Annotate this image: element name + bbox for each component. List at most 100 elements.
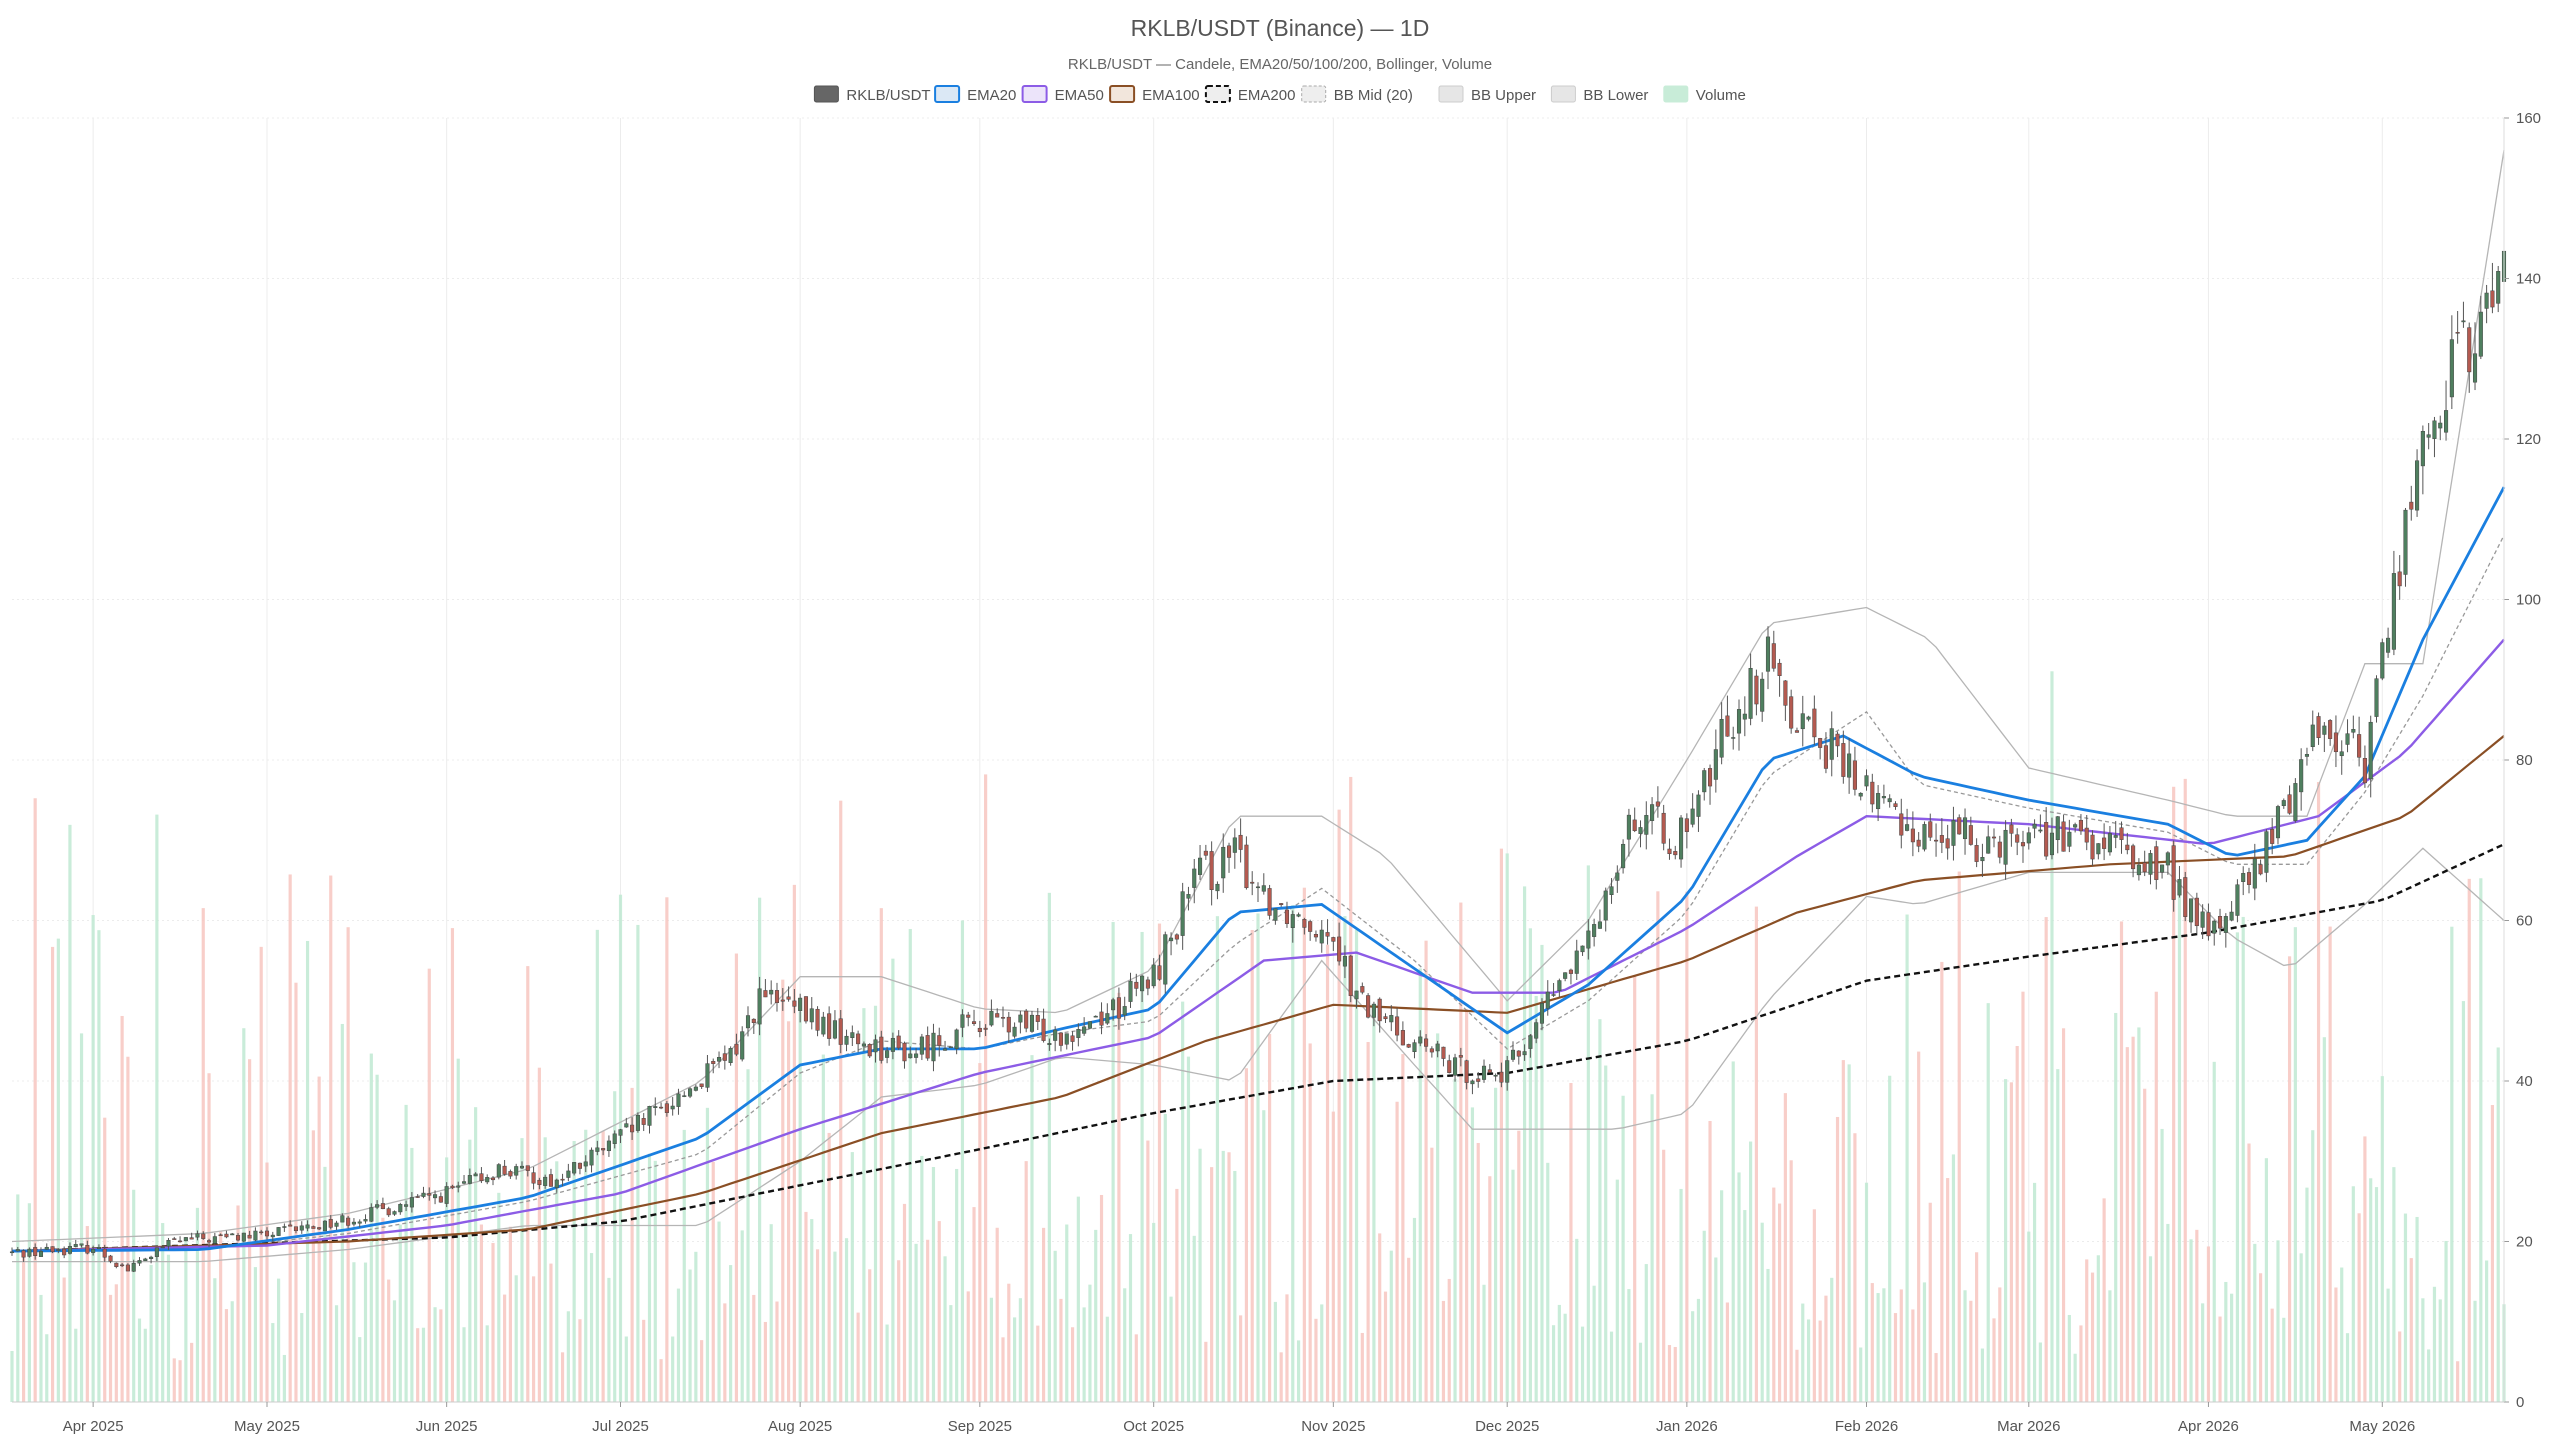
volume-bar — [937, 1221, 941, 1402]
candle — [2015, 828, 2020, 856]
candle — [1962, 808, 1968, 855]
candle-body — [740, 1031, 745, 1060]
candle — [2426, 423, 2431, 450]
legend-item-bbband[interactable]: BB Upper — [1438, 85, 1536, 104]
volume-bar — [682, 1129, 686, 1402]
volume-bar — [2021, 991, 2025, 1402]
candle-body — [989, 1010, 994, 1026]
legend-item-ema50[interactable]: EMA50 — [1021, 85, 1104, 104]
legend-item-ema100[interactable]: EMA100 — [1109, 85, 1200, 104]
candle-body — [1626, 814, 1631, 840]
volume-bar — [2241, 916, 2245, 1402]
legend-item-ema200[interactable]: EMA200 — [1204, 85, 1296, 104]
candle — [2281, 798, 2286, 809]
candle — [2212, 919, 2217, 946]
candle-body — [398, 1204, 403, 1213]
volume-bar — [1598, 1019, 1602, 1402]
candle — [931, 1023, 936, 1072]
volume-bar — [2247, 1143, 2251, 1402]
candle-body — [421, 1192, 426, 1197]
candle-body — [351, 1221, 356, 1225]
legend-swatch — [813, 85, 839, 103]
candle-body — [2264, 831, 2269, 873]
volume-bar — [97, 930, 101, 1402]
candle — [2420, 425, 2425, 495]
volume-bar — [1244, 1068, 1248, 1402]
candle — [1053, 1026, 1058, 1052]
candle — [1105, 1003, 1110, 1026]
candle-body — [102, 1248, 107, 1258]
candle-body — [1093, 1015, 1098, 1018]
candle-body — [867, 1044, 872, 1057]
candle-body — [1406, 1044, 1411, 1048]
candle-body — [2206, 912, 2211, 937]
volume-bar — [340, 1023, 344, 1402]
candle-body — [496, 1164, 501, 1178]
candle-body — [346, 1217, 351, 1226]
candle — [1574, 939, 1579, 980]
candle — [635, 1112, 640, 1133]
candle — [2391, 550, 2396, 656]
candle — [1609, 878, 1614, 904]
candle-body — [178, 1240, 183, 1243]
volume-bar — [1609, 1331, 1614, 1402]
candle-body — [1018, 1014, 1023, 1023]
candle-body — [2183, 877, 2188, 917]
legend-item-bbband[interactable]: BB Lower — [1550, 85, 1648, 104]
candle — [1076, 1023, 1081, 1047]
x-tick-label: Feb 2026 — [1835, 1418, 1898, 1435]
volume-bar — [1754, 906, 1758, 1402]
candle-body — [2345, 733, 2350, 745]
volume-bar — [2432, 1286, 2437, 1402]
candle — [2061, 814, 2066, 852]
candle-body — [2102, 837, 2107, 849]
volume-bar — [1772, 1187, 1776, 1402]
candle-body — [2362, 758, 2367, 784]
candle-body — [2403, 509, 2408, 575]
candle — [1754, 669, 1759, 716]
legend-item-candle[interactable]: RKLB/USDT — [813, 85, 931, 104]
candle — [2102, 823, 2107, 861]
candle-body — [2438, 422, 2443, 429]
volume-bar — [56, 938, 60, 1402]
volume-bar — [126, 1056, 130, 1402]
candle — [73, 1239, 78, 1248]
volume-bar — [2044, 917, 2048, 1402]
candle — [1719, 702, 1724, 765]
candle — [1742, 696, 1747, 737]
candle — [1261, 873, 1266, 895]
candle — [1765, 626, 1771, 690]
volume-bar — [1331, 1111, 1335, 1402]
volume-bar — [2345, 1333, 2350, 1402]
volume-bar — [2061, 1028, 2066, 1402]
candle-body — [467, 1175, 472, 1184]
candle-body — [427, 1193, 432, 1196]
volume-bar — [1372, 1005, 1376, 1402]
x-tick-label: Mar 2026 — [1997, 1418, 2060, 1435]
candle — [1099, 1002, 1104, 1035]
candle-body — [693, 1086, 698, 1091]
candle — [276, 1227, 281, 1236]
candle — [1111, 997, 1116, 1021]
volume-bar — [1146, 1140, 1150, 1402]
candle — [479, 1167, 484, 1184]
candle-body — [815, 1008, 820, 1031]
volume-bar — [943, 1256, 947, 1402]
candle-body — [409, 1197, 414, 1208]
candle — [792, 989, 797, 1014]
candle — [2136, 858, 2141, 881]
legend-item-ema20[interactable]: EMA20 — [934, 85, 1016, 104]
legend-item-volume[interactable]: Volume — [1663, 85, 1746, 104]
candle-body — [2171, 845, 2176, 900]
candle-body — [2322, 725, 2327, 735]
legend-item-bbmid[interactable]: BB Mid (20) — [1301, 85, 1413, 104]
candle — [2084, 815, 2089, 851]
volume-bar — [300, 1313, 304, 1402]
candle-body — [485, 1177, 490, 1183]
candle-body — [224, 1233, 229, 1238]
candle — [195, 1230, 200, 1241]
candle-body — [2177, 879, 2182, 896]
volume-bar — [2067, 1314, 2071, 1402]
candle — [33, 1243, 38, 1260]
volume-bar — [1870, 1283, 1874, 1402]
